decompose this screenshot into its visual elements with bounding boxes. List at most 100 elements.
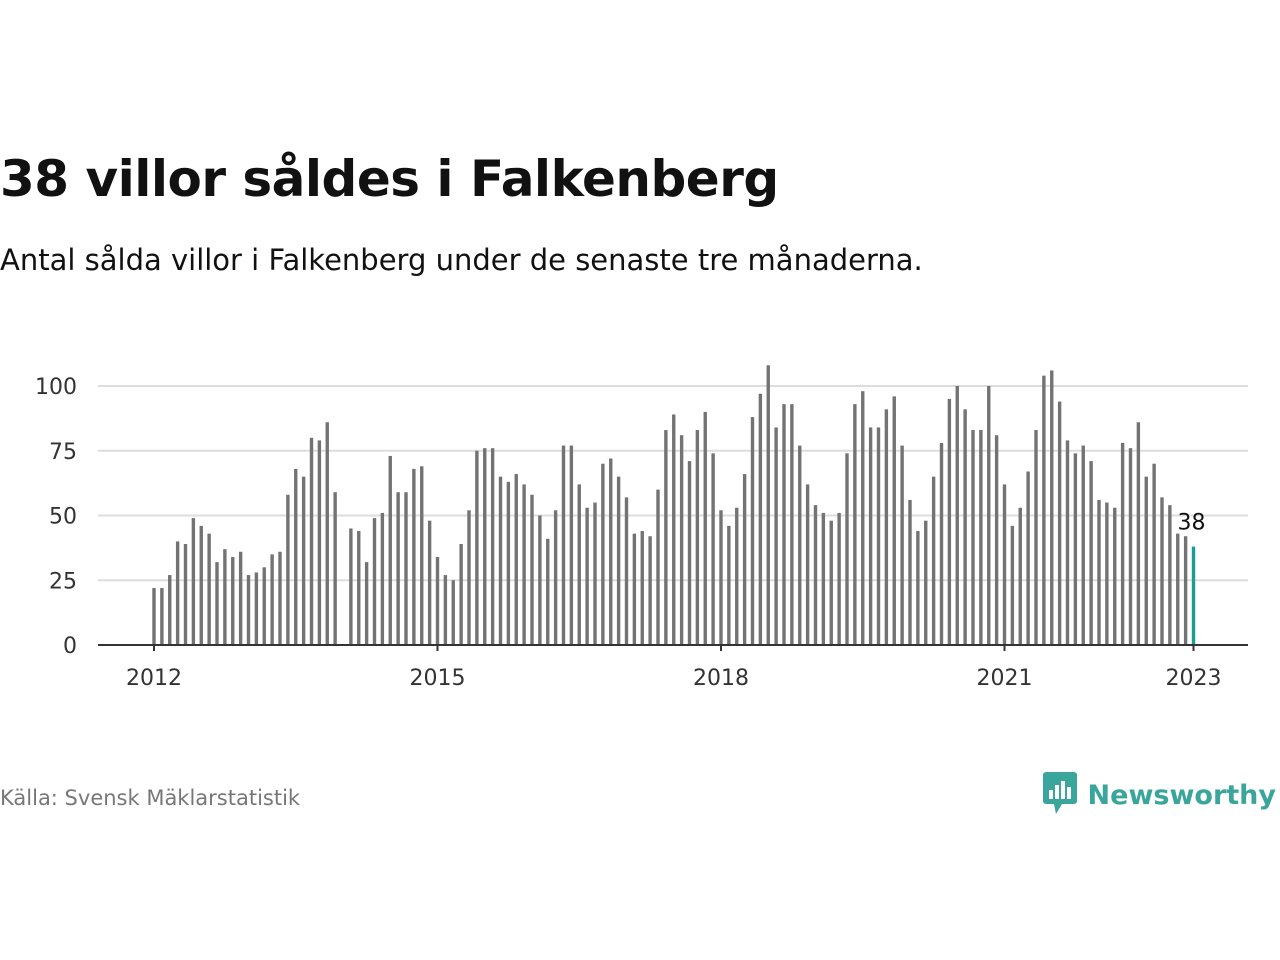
bar <box>427 520 432 645</box>
bar <box>467 510 471 645</box>
bar <box>270 554 274 645</box>
bar <box>861 391 865 645</box>
bar <box>884 409 889 645</box>
bar <box>632 533 637 645</box>
bar <box>246 575 251 645</box>
bar <box>947 398 952 645</box>
bar <box>325 422 329 645</box>
bar <box>191 518 196 645</box>
bar <box>601 463 605 645</box>
bar-latest <box>1191 546 1196 645</box>
bar <box>798 445 802 645</box>
x-tick-label: 2023 <box>1166 666 1222 691</box>
bar <box>254 572 259 645</box>
bar <box>380 512 385 645</box>
bar <box>979 430 983 645</box>
bar <box>317 440 322 645</box>
bar <box>412 468 416 645</box>
bar <box>876 427 881 645</box>
bar <box>821 512 826 645</box>
x-axis-ticks: 2012 2015 2018 2021 2023 <box>126 645 1222 691</box>
bar <box>175 541 180 645</box>
bar <box>207 533 211 645</box>
bar <box>766 365 770 645</box>
bar <box>530 494 534 645</box>
brand-logo: Newsworthy <box>1042 772 1276 818</box>
bar <box>483 448 487 645</box>
chart-subtitle: Antal sålda villor i Falkenberg under de… <box>0 243 923 277</box>
bar <box>1160 497 1164 645</box>
bar <box>238 551 243 645</box>
bar <box>199 525 203 645</box>
bar <box>1034 430 1038 645</box>
bar <box>916 531 920 645</box>
y-axis-ticks: 0 25 50 75 100 <box>35 375 77 659</box>
bar <box>750 417 755 645</box>
bar <box>435 556 440 645</box>
bar <box>727 525 731 645</box>
bar <box>711 453 715 645</box>
bar <box>774 427 778 645</box>
bar <box>719 510 723 645</box>
bar <box>742 474 747 645</box>
x-tick-label: 2015 <box>410 666 466 691</box>
bar <box>593 502 597 645</box>
bar <box>845 453 849 645</box>
bar <box>231 556 235 645</box>
bar <box>1050 370 1054 645</box>
bar <box>278 551 282 645</box>
bar <box>837 512 841 645</box>
bar <box>813 505 818 645</box>
bar <box>829 520 833 645</box>
bar <box>609 458 613 645</box>
y-tick-label: 75 <box>49 440 77 465</box>
bar <box>648 536 652 645</box>
bar <box>522 484 526 645</box>
bar <box>1018 507 1022 645</box>
bar <box>498 476 503 645</box>
x-tick-label: 2018 <box>693 666 749 691</box>
bar <box>908 499 912 645</box>
bar <box>1113 507 1117 645</box>
bar <box>1183 536 1188 645</box>
bar <box>215 562 219 645</box>
bars <box>152 365 1196 645</box>
bar <box>577 484 581 645</box>
bar <box>1065 440 1070 645</box>
bar <box>372 518 377 645</box>
bar <box>294 468 298 645</box>
bar <box>1144 476 1148 645</box>
bar <box>459 543 463 645</box>
bar <box>286 494 290 645</box>
bar <box>900 445 904 645</box>
bar <box>1176 533 1180 645</box>
bar <box>546 538 550 645</box>
bar <box>868 427 873 645</box>
bar <box>924 520 928 645</box>
bar <box>585 507 589 645</box>
bar <box>963 409 967 645</box>
bar <box>758 393 763 645</box>
bar <box>333 492 337 645</box>
bar <box>443 575 448 645</box>
bar <box>640 531 644 645</box>
bar <box>1128 448 1133 645</box>
bar <box>664 430 668 645</box>
bar <box>451 580 455 645</box>
bar <box>349 528 353 645</box>
bar <box>152 588 156 645</box>
bar <box>939 442 944 645</box>
bar <box>490 448 495 645</box>
bar <box>703 411 707 645</box>
bar <box>790 404 794 645</box>
bar-chart-speech-bubble-icon <box>1042 770 1078 820</box>
bar <box>695 430 700 645</box>
x-tick-label: 2021 <box>977 666 1033 691</box>
bar <box>1026 471 1030 645</box>
y-tick-label: 100 <box>35 375 77 400</box>
bar <box>987 386 991 645</box>
y-tick-label: 50 <box>49 505 77 530</box>
bar <box>569 445 574 645</box>
y-tick-label: 0 <box>63 634 77 659</box>
bar <box>805 484 810 645</box>
